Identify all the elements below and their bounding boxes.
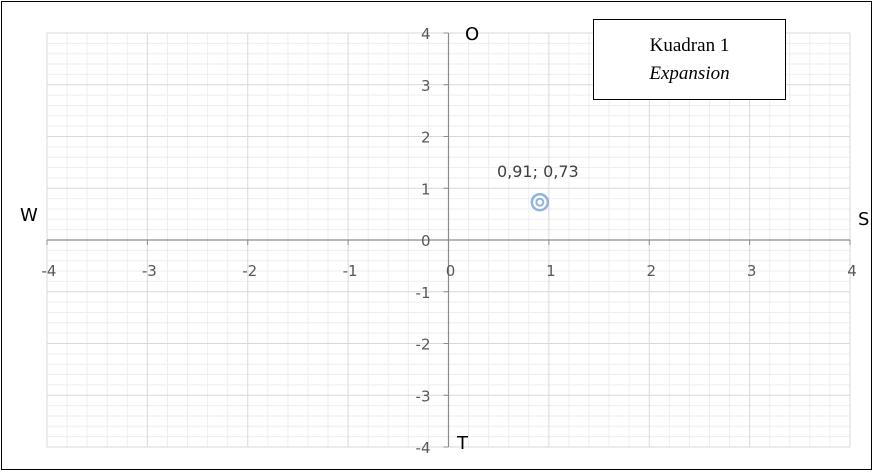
x-tick-labels: -4 -3 -2 -1 0 1 2 3 4	[42, 262, 857, 280]
y-tick-label: -1	[416, 284, 431, 302]
y-tick-label: -2	[416, 336, 431, 354]
x-tick-label: -1	[343, 262, 358, 280]
x-tick-label: 2	[646, 262, 656, 280]
x-tick-label: 0	[446, 262, 456, 280]
quadrant-annotation-box: Kuadran 1 Expansion	[593, 19, 786, 100]
data-points: 0,91; 0,73	[497, 162, 579, 212]
y-tick-label: -4	[416, 439, 431, 457]
y-tick-label: 4	[421, 25, 431, 43]
data-point	[530, 192, 550, 212]
x-tick-label: 4	[847, 262, 857, 280]
x-tick-label: -4	[42, 262, 57, 280]
x-tick-label: -2	[242, 262, 257, 280]
y-tick-label: 3	[421, 77, 431, 95]
quadrant-label-top: O	[465, 24, 479, 45]
x-tick-label: 3	[747, 262, 757, 280]
y-tick-label: 2	[421, 129, 431, 147]
y-tick-label: 1	[421, 180, 431, 198]
y-tick-label: 0	[421, 232, 431, 250]
x-tick-label: -3	[142, 262, 157, 280]
data-point-label: 0,91; 0,73	[497, 162, 579, 181]
quadrant-title: Kuadran 1	[649, 34, 730, 56]
quadrant-label-left: W	[20, 205, 38, 226]
x-tick-label: 1	[546, 262, 556, 280]
quadrant-subtitle: Expansion	[649, 62, 730, 84]
data-point-inner	[535, 197, 545, 207]
y-tick-label: -3	[416, 387, 431, 405]
quadrant-label-bottom: T	[456, 433, 469, 454]
quadrant-label-right: S	[858, 209, 869, 230]
axes	[46, 32, 851, 448]
y-tick-labels: 4 3 2 1 0 -1 -2 -3 -4	[416, 25, 431, 457]
